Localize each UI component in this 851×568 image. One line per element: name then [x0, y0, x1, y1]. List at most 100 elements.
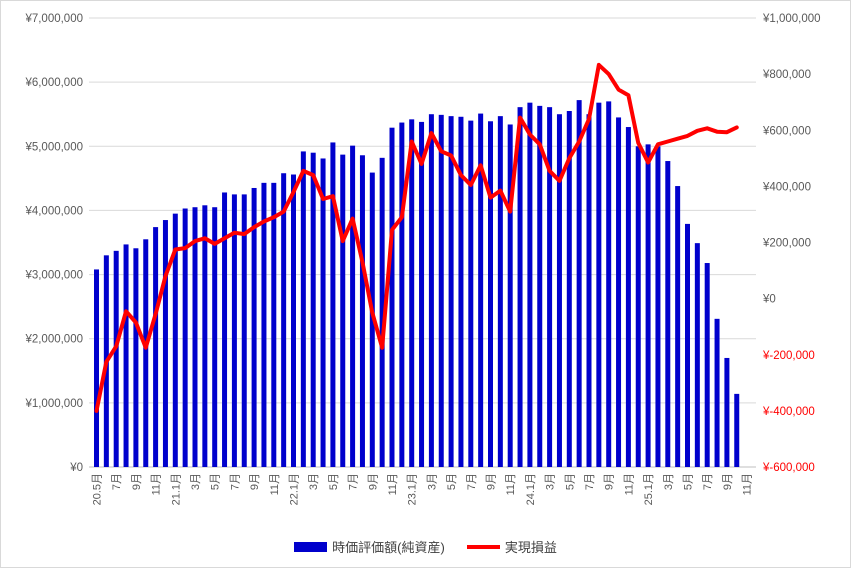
- bar-2023-06: [458, 116, 464, 467]
- x-axis-tick-label: 7月: [702, 473, 714, 490]
- bar-2023-12: [517, 107, 523, 467]
- x-axis-tick-label: 7月: [584, 473, 596, 490]
- x-axis-tick-label: 5月: [564, 473, 576, 490]
- bar-2025-10: [734, 393, 740, 467]
- bar-2025-09: [724, 357, 730, 467]
- left-axis-tick-label: ¥3,000,000: [24, 270, 83, 282]
- bar-2022-04: [320, 158, 326, 468]
- bar-2023-02: [419, 121, 425, 467]
- right-axis-tick-label: ¥-200,000: [762, 350, 815, 362]
- bar-2023-03: [428, 114, 434, 467]
- bar-2021-12: [281, 173, 287, 467]
- legend-item-realized-pl: 実現損益: [466, 537, 557, 556]
- x-axis-tick-label: 3月: [663, 473, 675, 490]
- x-axis-tick-label: 5月: [210, 473, 222, 490]
- right-axis-tick-label: ¥0: [762, 294, 776, 306]
- bar-2020-07: [113, 250, 119, 467]
- bar-2023-04: [438, 114, 444, 467]
- bar-2024-07: [586, 114, 592, 467]
- bar-2023-05: [448, 116, 454, 467]
- x-axis-tick-label: 11月: [151, 473, 163, 495]
- right-axis-tick-label: ¥-400,000: [762, 406, 815, 418]
- x-axis-tick-label: 9月: [486, 473, 498, 490]
- legend: 時価評価額(純資産) 実現損益: [1, 537, 850, 556]
- x-axis-tick-label: 5月: [446, 473, 458, 490]
- left-axis-tick-label: ¥1,000,000: [24, 398, 83, 410]
- bar-2024-05: [566, 111, 572, 467]
- bar-2021-07: [231, 194, 237, 467]
- bar-2021-01: [172, 213, 178, 467]
- left-axis-tick-label: ¥2,000,000: [24, 334, 83, 346]
- x-axis-tick-label: 5月: [328, 473, 340, 490]
- x-axis-tick-label: 9月: [604, 473, 616, 490]
- bar-2021-08: [241, 194, 247, 467]
- bar-2020-05: [94, 269, 99, 467]
- x-axis-tick-label: 7月: [466, 473, 478, 490]
- x-axis-tick-label: 5月: [683, 473, 695, 490]
- bar-2022-10: [379, 157, 385, 467]
- bar-2025-06: [694, 243, 700, 467]
- bar-2025-08: [714, 318, 720, 467]
- bar-2024-11: [625, 127, 631, 468]
- bar-series-swatch: [294, 541, 328, 552]
- x-axis-tick-label: 21.1月: [170, 473, 182, 505]
- bar-2022-02: [300, 151, 306, 467]
- bar-2021-04: [202, 205, 208, 467]
- bar-2024-04: [556, 114, 562, 467]
- x-axis-tick-label: 11月: [505, 473, 517, 495]
- right-axis-tick-label: ¥400,000: [762, 181, 811, 193]
- x-axis-tick-label: 22.1月: [289, 473, 301, 505]
- bar-2024-06: [576, 100, 582, 468]
- realized-pl-line: [94, 62, 739, 413]
- x-axis-tick-label: 25.1月: [643, 473, 655, 505]
- legend-label-market-value: 時価評価額(純資産): [332, 540, 445, 555]
- bar-2024-01: [527, 102, 533, 467]
- x-axis-tick-label: 9月: [249, 473, 261, 490]
- x-axis-tick-label: 23.1月: [407, 473, 419, 505]
- bar-2021-05: [212, 207, 218, 467]
- bar-2021-11: [271, 182, 277, 467]
- bar-2022-01: [291, 174, 296, 467]
- bar-2021-10: [261, 182, 267, 467]
- x-axis-tick-label: 9月: [367, 473, 379, 490]
- x-axis-tick-label: 3月: [190, 473, 202, 490]
- bar-2024-12: [635, 146, 641, 468]
- line-series-swatch: [466, 544, 500, 549]
- x-axis-tick-label: 24.1月: [525, 473, 537, 505]
- bar-2024-03: [547, 107, 553, 467]
- right-axis-tick-label: ¥1,000,000: [762, 13, 821, 25]
- bar-2023-11: [507, 124, 513, 467]
- x-axis-tick-label: 7月: [348, 473, 360, 490]
- bar-2025-03: [665, 161, 671, 467]
- bar-2020-09: [133, 248, 139, 467]
- x-axis-tick-label: 9月: [722, 473, 734, 490]
- bar-2023-01: [409, 119, 415, 468]
- bar-2022-12: [399, 122, 405, 467]
- left-axis-tick-label: ¥6,000,000: [24, 77, 83, 89]
- bar-2020-11: [153, 227, 159, 467]
- bar-2022-03: [310, 152, 316, 467]
- bar-2025-05: [685, 223, 690, 467]
- bar-2022-06: [340, 154, 346, 468]
- left-axis-tick-label: ¥0: [69, 462, 83, 474]
- x-axis-tick-label: 20.5月: [92, 473, 104, 505]
- bar-2020-08: [123, 244, 129, 467]
- bar-2023-08: [478, 113, 484, 467]
- x-axis-tick-label: 11月: [269, 473, 281, 495]
- bar-2023-10: [497, 116, 503, 467]
- bar-2024-09: [606, 101, 612, 467]
- bar-2022-11: [389, 127, 395, 467]
- right-axis-tick-label: ¥800,000: [762, 69, 811, 81]
- bar-2023-09: [488, 121, 493, 468]
- bar-2022-07: [350, 145, 356, 467]
- x-axis-tick-label: 3月: [426, 473, 438, 490]
- bar-2021-03: [192, 207, 198, 467]
- x-axis-tick-label: 7月: [229, 473, 241, 490]
- bar-2024-10: [616, 117, 622, 468]
- left-axis-tick-label: ¥5,000,000: [24, 141, 83, 153]
- bar-2020-10: [143, 239, 149, 467]
- right-axis-tick-label: ¥-600,000: [762, 462, 815, 474]
- bar-2025-04: [675, 186, 681, 467]
